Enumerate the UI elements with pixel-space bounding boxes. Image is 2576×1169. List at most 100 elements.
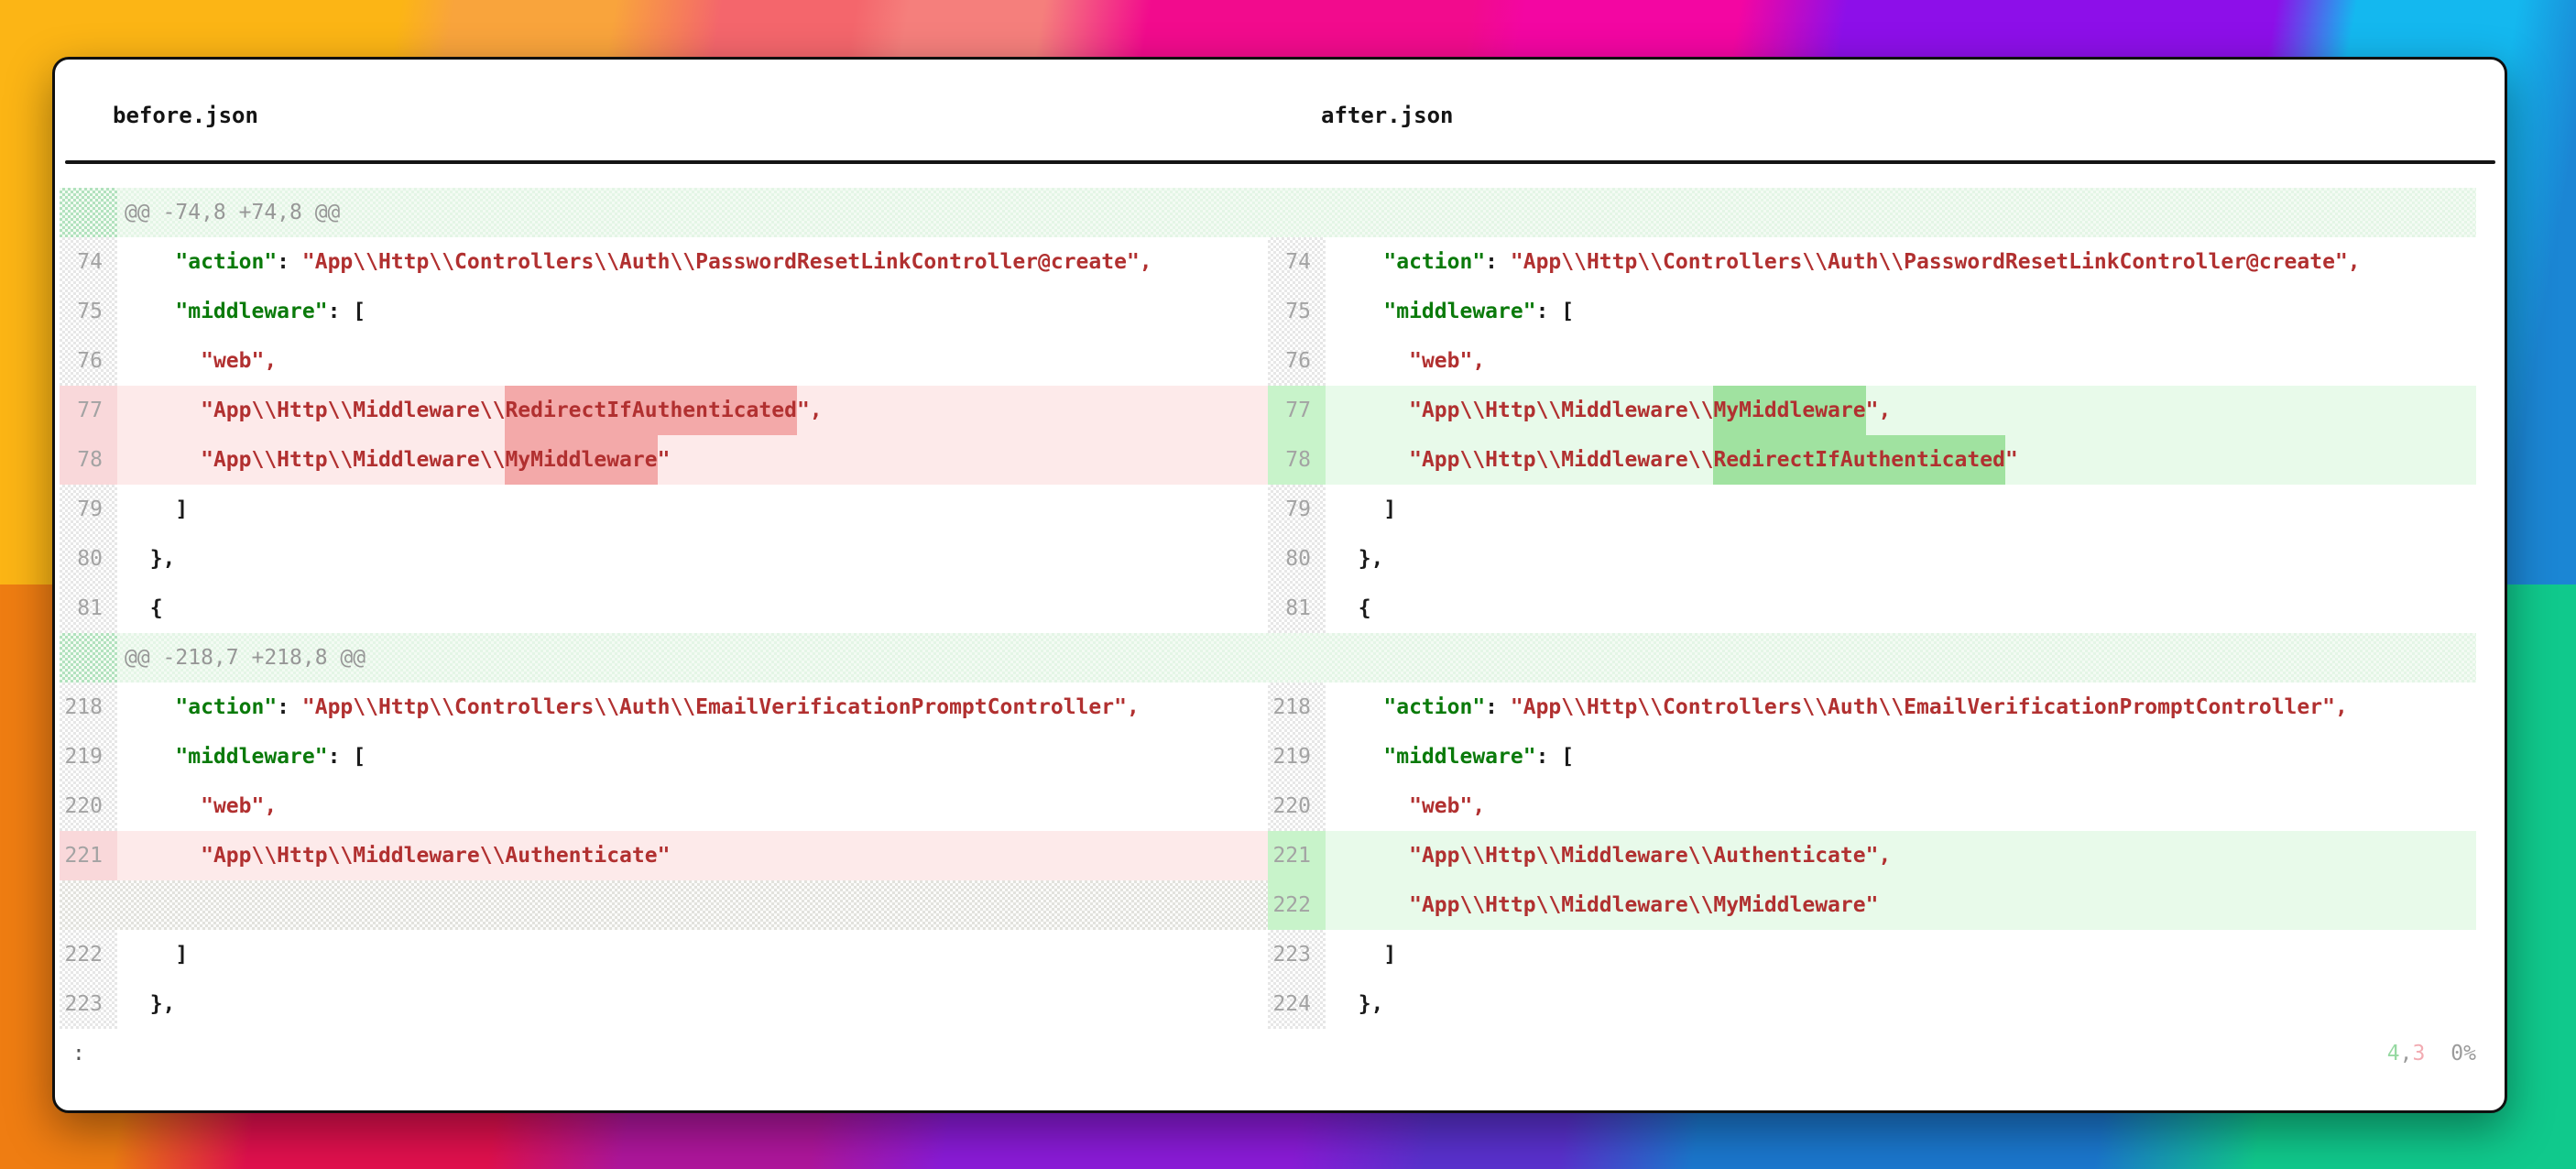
code-token: ", bbox=[796, 399, 823, 422]
diff-pane-right: 77 "App\\Http\\Middleware\\MyMiddleware"… bbox=[1268, 386, 2476, 435]
diff-pane-left: 76 "web", bbox=[60, 336, 1268, 386]
diff-pane-right: 79 ] bbox=[1268, 485, 2476, 534]
code-token: }, bbox=[1333, 992, 1384, 1016]
diff-row: 75 "middleware": [75 "middleware": [ bbox=[60, 287, 2476, 336]
diff-row: 222 ] 223 ] bbox=[60, 930, 2476, 979]
code-line: "middleware": [ bbox=[1326, 732, 2476, 781]
diff-row: 221 "App\\Http\\Middleware\\Authenticate… bbox=[60, 831, 2476, 880]
file-header-row: before.json after.json bbox=[55, 89, 2505, 142]
diff-pane-left: 74 "action": "App\\Http\\Controllers\\Au… bbox=[60, 237, 1268, 287]
line-number: 223 bbox=[60, 979, 117, 1029]
code-line: "web", bbox=[1326, 336, 2476, 386]
code-line: ] bbox=[117, 485, 1268, 534]
hunk-header-text: @@ -218,7 +218,8 @@ bbox=[125, 646, 366, 670]
code-token bbox=[1333, 250, 1383, 274]
line-number: 219 bbox=[60, 732, 117, 781]
code-token: ] bbox=[125, 943, 189, 967]
diff-pane-right: 80 }, bbox=[1268, 534, 2476, 584]
code-token: ] bbox=[125, 497, 189, 521]
code-token: "App\\Http\\Controllers\\Auth\\PasswordR… bbox=[1510, 250, 2361, 274]
pager-prompt[interactable]: : bbox=[72, 1042, 85, 1065]
code-token: "App\\Http\\Middleware\\ bbox=[1409, 399, 1714, 422]
code-line bbox=[117, 880, 1268, 930]
diff-emph-token: RedirectIfAuthenticated bbox=[1713, 435, 2005, 485]
line-number: 219 bbox=[1268, 732, 1326, 781]
diff-pane-right: 75 "middleware": [ bbox=[1268, 287, 2476, 336]
diff-row: 219 "middleware": [219 "middleware": [ bbox=[60, 732, 2476, 781]
code-token bbox=[125, 300, 175, 323]
code-line: "App\\Http\\Middleware\\Authenticate" bbox=[117, 831, 1268, 880]
code-token: : bbox=[277, 250, 302, 274]
code-line: ] bbox=[117, 930, 1268, 979]
code-token: "action" bbox=[1383, 250, 1486, 274]
code-token: : bbox=[1485, 250, 1511, 274]
line-number: 220 bbox=[60, 781, 117, 831]
code-token bbox=[1333, 893, 1409, 917]
diff-row: 222 "App\\Http\\Middleware\\MyMiddleware… bbox=[60, 880, 2476, 930]
code-line: "App\\Http\\Middleware\\Authenticate", bbox=[1326, 831, 2476, 880]
code-token bbox=[1333, 745, 1383, 769]
code-token: "App\\Http\\Middleware\\ bbox=[201, 448, 506, 472]
line-number: 79 bbox=[1268, 485, 1326, 534]
file-header-left: before.json bbox=[113, 103, 258, 128]
code-token: "middleware" bbox=[1383, 745, 1536, 769]
diff-pane-left: 79 ] bbox=[60, 485, 1268, 534]
diff-pane-left: 222 ] bbox=[60, 930, 1268, 979]
hunk-header-row: @@ -74,8 +74,8 @@ bbox=[60, 188, 2476, 237]
diff-emph-token: MyMiddleware bbox=[505, 435, 658, 485]
diff-pane-right: 222 "App\\Http\\Middleware\\MyMiddleware… bbox=[1268, 880, 2476, 930]
code-token: "action" bbox=[175, 250, 278, 274]
line-number: 218 bbox=[1268, 683, 1326, 732]
diff-pane-left: 219 "middleware": [ bbox=[60, 732, 1268, 781]
code-token bbox=[125, 695, 175, 719]
code-token bbox=[1333, 794, 1409, 818]
code-token: }, bbox=[125, 992, 176, 1016]
diff-pane-right: 221 "App\\Http\\Middleware\\Authenticate… bbox=[1268, 831, 2476, 880]
code-token bbox=[125, 844, 201, 868]
diff-stats: 4,3 0% bbox=[2387, 1029, 2476, 1078]
code-token: "middleware" bbox=[175, 745, 328, 769]
diff-pane-left: 220 "web", bbox=[60, 781, 1268, 831]
code-line: }, bbox=[1326, 534, 2476, 584]
line-number: 221 bbox=[60, 831, 117, 880]
line-number: 223 bbox=[1268, 930, 1326, 979]
diff-row: 80 }, 80 }, bbox=[60, 534, 2476, 584]
line-number: 224 bbox=[1268, 979, 1326, 1029]
code-line: "action": "App\\Http\\Controllers\\Auth\… bbox=[117, 683, 1268, 732]
diff-row: 223 }, 224 }, bbox=[60, 979, 2476, 1029]
code-token: "web", bbox=[1409, 349, 1486, 373]
code-token bbox=[1333, 844, 1409, 868]
code-line: }, bbox=[117, 534, 1268, 584]
code-token: }, bbox=[1333, 547, 1384, 571]
diff-row: 76 "web", 76 "web", bbox=[60, 336, 2476, 386]
code-token: : [ bbox=[1535, 300, 1575, 323]
diff-pane-left: 221 "App\\Http\\Middleware\\Authenticate… bbox=[60, 831, 1268, 880]
code-token: : [ bbox=[327, 300, 366, 323]
line-number: 220 bbox=[1268, 781, 1326, 831]
line-number: 218 bbox=[60, 683, 117, 732]
code-token: " bbox=[657, 448, 671, 472]
diff-row: 81 {81 { bbox=[60, 584, 2476, 633]
code-line: "web", bbox=[117, 336, 1268, 386]
code-token: "middleware" bbox=[175, 300, 328, 323]
diff-row: 78 "App\\Http\\Middleware\\MyMiddleware"… bbox=[60, 435, 2476, 485]
diff-pane-left: 80 }, bbox=[60, 534, 1268, 584]
pager-row: : 4,3 0% bbox=[60, 1029, 2476, 1078]
code-line: "App\\Http\\Middleware\\MyMiddleware" bbox=[117, 435, 1268, 485]
hunk-header-row: @@ -218,7 +218,8 @@ bbox=[60, 633, 2476, 683]
code-token: "App\\Http\\Controllers\\Auth\\EmailVeri… bbox=[1510, 695, 2348, 719]
diff-pane-right: 76 "web", bbox=[1268, 336, 2476, 386]
line-number: 80 bbox=[1268, 534, 1326, 584]
diff-pane-left bbox=[60, 880, 1268, 930]
diff-pane-right: 220 "web", bbox=[1268, 781, 2476, 831]
diff-pane-left: 75 "middleware": [ bbox=[60, 287, 1268, 336]
code-token: "web", bbox=[1409, 794, 1486, 818]
code-token bbox=[125, 794, 201, 818]
code-line: "web", bbox=[1326, 781, 2476, 831]
diff-emph-token: MyMiddleware bbox=[1713, 386, 1866, 435]
code-token bbox=[125, 250, 175, 274]
line-number: 81 bbox=[1268, 584, 1326, 633]
code-line: "middleware": [ bbox=[1326, 287, 2476, 336]
code-token: : [ bbox=[327, 745, 366, 769]
line-number: 79 bbox=[60, 485, 117, 534]
